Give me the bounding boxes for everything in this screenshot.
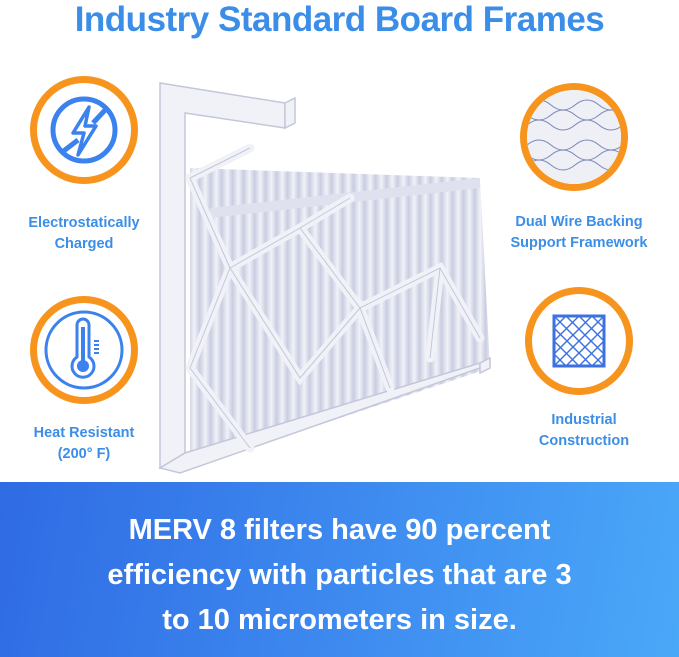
feature-badge-heat	[30, 296, 138, 404]
label-line: Heat Resistant	[33, 425, 135, 441]
feature-label-heat: Heat Resistant (200° F)	[0, 423, 169, 465]
label-line: Dual Wire Backing	[515, 214, 643, 230]
no-static-lightning-icon	[50, 96, 118, 164]
banner-line: MERV 8 filters have 90 percent	[128, 514, 551, 546]
label-line: Charged	[54, 236, 114, 252]
banner-line: efficiency with particles that are 3	[107, 559, 572, 591]
label-line: Construction	[538, 433, 630, 449]
banner-line: to 10 micrometers in size.	[162, 604, 517, 636]
feature-label-construction: Industrial Construction	[499, 410, 669, 452]
info-banner: MERV 8 filters have 90 percent efficienc…	[0, 482, 679, 657]
label-line: Electrostatically	[28, 215, 140, 231]
label-line: Industrial	[551, 412, 617, 428]
feature-badge-electrostatic	[30, 76, 138, 184]
feature-badge-wire	[520, 83, 628, 191]
air-filter-illustration	[158, 82, 491, 474]
wire-mesh-icon	[527, 90, 621, 184]
thermometer-icon	[44, 310, 124, 390]
page-title: Industry Standard Board Frames	[74, 0, 605, 39]
banner-text: MERV 8 filters have 90 percent efficienc…	[0, 508, 679, 643]
feature-label-electrostatic: Electrostatically Charged	[0, 213, 169, 255]
feature-label-wire: Dual Wire Backing Support Framework	[494, 212, 664, 254]
feature-badge-construction	[525, 287, 633, 395]
label-line: (200° F)	[57, 446, 111, 462]
grid-frame-icon	[552, 314, 606, 368]
label-line: Support Framework	[510, 235, 648, 251]
